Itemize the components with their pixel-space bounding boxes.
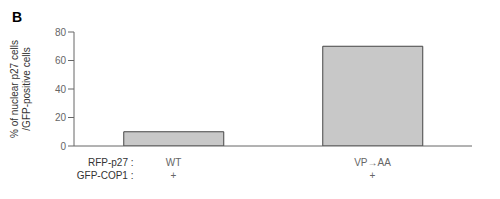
svg-text:40: 40 <box>55 84 67 95</box>
html-text:B: B <box>12 9 23 25</box>
svg-text:60: 60 <box>55 55 67 66</box>
svg-text:% of nuclear p27 cells/GFP-pos: % of nuclear p27 cells/GFP-positive cell… <box>9 40 32 138</box>
svg-text:0: 0 <box>60 141 66 152</box>
svg-text:VP→AA+: VP→AA+ <box>354 157 391 181</box>
svg-text:WT+: WT+ <box>166 157 182 181</box>
svg-text:RFP-p27 :GFP-COP1 :: RFP-p27 :GFP-COP1 : <box>77 157 134 181</box>
svg-text:80: 80 <box>55 27 67 38</box>
svg-text:20: 20 <box>55 112 67 123</box>
